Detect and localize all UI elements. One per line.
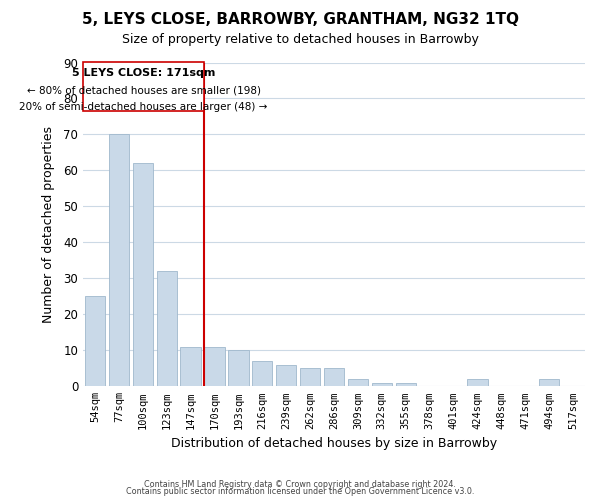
Bar	[276, 364, 296, 386]
Bar	[467, 379, 488, 386]
Bar	[228, 350, 248, 386]
Bar	[181, 346, 201, 387]
Text: 5, LEYS CLOSE, BARROWBY, GRANTHAM, NG32 1TQ: 5, LEYS CLOSE, BARROWBY, GRANTHAM, NG32 …	[82, 12, 518, 28]
Bar	[205, 346, 224, 387]
Bar	[395, 382, 416, 386]
Y-axis label: Number of detached properties: Number of detached properties	[42, 126, 55, 323]
Text: Contains public sector information licensed under the Open Government Licence v3: Contains public sector information licen…	[126, 487, 474, 496]
Bar	[348, 379, 368, 386]
Bar	[252, 361, 272, 386]
Text: ← 80% of detached houses are smaller (198): ← 80% of detached houses are smaller (19…	[26, 86, 260, 96]
Bar	[157, 271, 177, 386]
Bar	[539, 379, 559, 386]
X-axis label: Distribution of detached houses by size in Barrowby: Distribution of detached houses by size …	[171, 437, 497, 450]
Bar	[109, 134, 129, 386]
Bar	[324, 368, 344, 386]
Bar	[83, 62, 205, 111]
Bar	[133, 163, 153, 386]
Text: 5 LEYS CLOSE: 171sqm: 5 LEYS CLOSE: 171sqm	[72, 68, 215, 78]
Text: 20% of semi-detached houses are larger (48) →: 20% of semi-detached houses are larger (…	[19, 102, 268, 112]
Bar	[300, 368, 320, 386]
Bar	[371, 382, 392, 386]
Text: Contains HM Land Registry data © Crown copyright and database right 2024.: Contains HM Land Registry data © Crown c…	[144, 480, 456, 489]
Text: Size of property relative to detached houses in Barrowby: Size of property relative to detached ho…	[122, 32, 478, 46]
Bar	[85, 296, 105, 386]
